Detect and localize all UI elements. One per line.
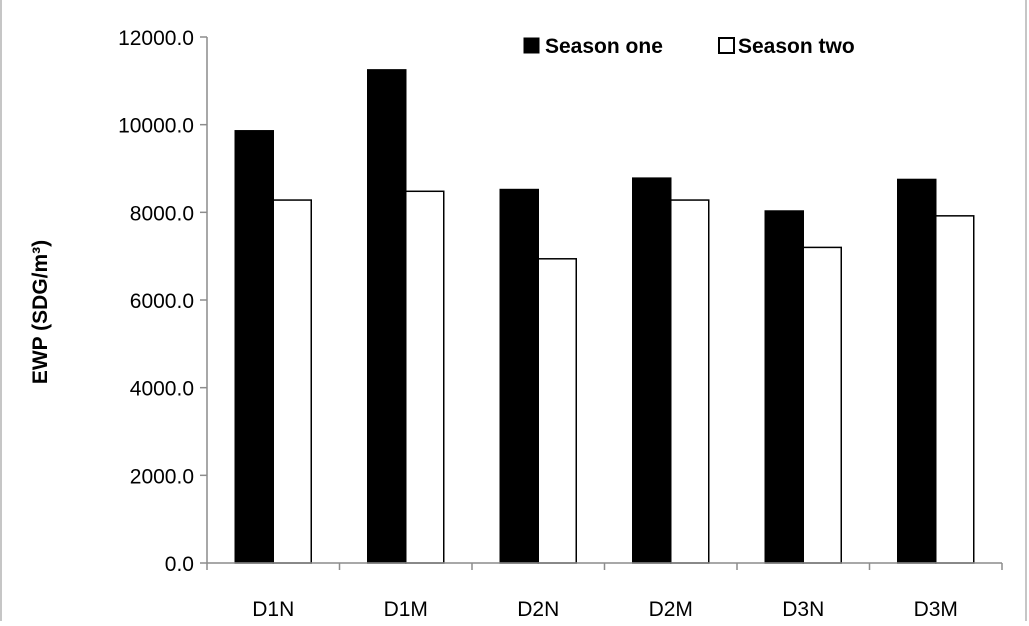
- y-tick-label: 10000.0: [118, 115, 194, 138]
- legend-label-season-two: Season two: [738, 35, 855, 58]
- bar-d2n-season-two: [537, 258, 577, 564]
- y-tick-label: 0.0: [165, 553, 194, 576]
- bar-d2m-season-one: [632, 177, 672, 564]
- y-tick-label: 6000.0: [130, 290, 194, 313]
- x-category-label: D2N: [517, 598, 559, 621]
- legend-label-season-one: Season one: [545, 35, 663, 58]
- y-axis-ticks: 0.0 2000.0 4000.0 6000.0 8000.0 10000.0 12000.…: [118, 27, 207, 576]
- bar-d2m-season-two: [670, 199, 710, 564]
- bar-d3n-season-one: [764, 210, 804, 564]
- bar-d3m-season-one: [897, 178, 937, 564]
- legend-swatch-season-one: [523, 37, 540, 54]
- y-tick-label: 12000.0: [118, 27, 194, 50]
- x-category-label: D1N: [252, 598, 294, 621]
- y-tick-label: 2000.0: [130, 465, 194, 488]
- y-tick-label: 4000.0: [130, 378, 194, 401]
- legend-swatch-season-two: [718, 37, 735, 54]
- x-category-label: D3N: [782, 598, 824, 621]
- bar-d1m-season-one: [367, 69, 407, 564]
- x-category-label: D3M: [914, 598, 958, 621]
- x-category-label: D1M: [384, 598, 428, 621]
- bar-d2n-season-one: [499, 188, 539, 564]
- bar-d3m-season-two: [935, 215, 975, 564]
- bar-d3n-season-two: [802, 246, 842, 564]
- bar-d1m-season-two: [405, 190, 445, 564]
- y-axis-title: EWP (SDG/m³): [29, 240, 52, 384]
- legend: Season one Season two: [523, 35, 855, 58]
- bar-d1n-season-one: [234, 130, 274, 564]
- bars-group: [234, 69, 975, 564]
- bar-d1n-season-two: [272, 199, 312, 564]
- x-category-label: D2M: [649, 598, 693, 621]
- x-axis-ticks: D1N D1M D2N D2M D3N D3M: [206, 563, 1003, 621]
- y-tick-label: 8000.0: [130, 202, 194, 225]
